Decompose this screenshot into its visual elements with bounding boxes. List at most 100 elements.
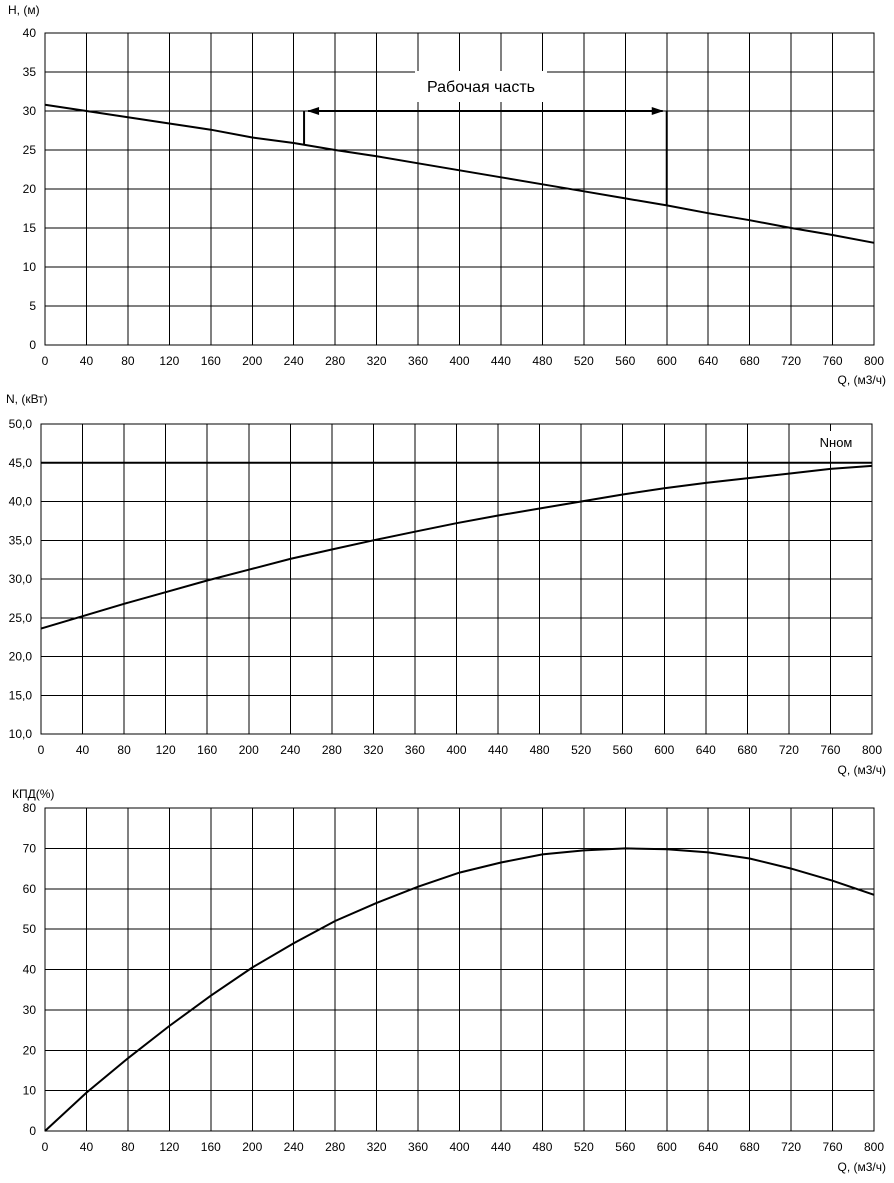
power-plot-frame [40, 423, 873, 735]
head-x-tick-label: 160 [201, 354, 221, 368]
head-x-tick-label: 0 [42, 354, 49, 368]
head-curve [44, 103, 875, 244]
head-x-tick-label: 360 [408, 354, 428, 368]
power-x-tick-label: 400 [446, 743, 466, 757]
head-x-tick-label: 600 [657, 354, 677, 368]
efficiency-x-tick-label: 40 [80, 1140, 94, 1154]
efficiency-x-tick-label: 720 [781, 1140, 801, 1154]
efficiency-x-tick-label: 280 [325, 1140, 345, 1154]
head-y-tick-label: 5 [29, 299, 36, 313]
efficiency-x-tick-label: 120 [159, 1140, 179, 1154]
head-chart: 0 40 80 120 160 200 240 280 320 360 400 440 480 520 56… [8, 3, 886, 387]
efficiency-y-tick-label: 70 [23, 841, 37, 855]
power-x-tick-label: 480 [530, 743, 550, 757]
efficiency-plot-frame [44, 807, 875, 1132]
head-y-tick-label: 35 [23, 65, 37, 79]
power-x-tick-label: 280 [322, 743, 342, 757]
power-y-tick-label: 15,0 [9, 688, 33, 702]
efficiency-x-tick-label: 440 [491, 1140, 511, 1154]
head-x-tick-label: 640 [698, 354, 718, 368]
head-y-axis-label: H, (м) [8, 3, 40, 17]
head-y-tick-label: 25 [23, 143, 37, 157]
efficiency-y-tick-label: 80 [23, 801, 37, 815]
head-x-tick-label: 120 [159, 354, 179, 368]
efficiency-x-tick-label: 200 [242, 1140, 262, 1154]
efficiency-x-tick-label: 400 [449, 1140, 469, 1154]
head-y-tick-label: 20 [23, 182, 37, 196]
efficiency-x-tick-label: 480 [532, 1140, 552, 1154]
efficiency-x-tick-label: 80 [121, 1140, 135, 1154]
power-x-tick-label: 440 [488, 743, 508, 757]
head-x-tick-label: 720 [781, 354, 801, 368]
power-x-tick-label: 120 [156, 743, 176, 757]
efficiency-x-tick-label: 0 [42, 1140, 49, 1154]
power-x-tick-label: 320 [363, 743, 383, 757]
power-x-tick-label: 800 [862, 743, 882, 757]
head-x-tick-label: 200 [242, 354, 262, 368]
efficiency-chart: 0 40 80 120 160 200 240 280 320 360 400 440 480 520 56… [12, 787, 886, 1174]
power-x-tick-label: 80 [117, 743, 131, 757]
power-x-tick-label: 600 [654, 743, 674, 757]
nominal-power-label-box [808, 431, 864, 451]
power-x-axis-label: Q, (м3/ч) [837, 763, 886, 777]
power-y-tick-label: 50,0 [9, 417, 33, 431]
head-x-tick-label: 800 [864, 354, 884, 368]
working-range-arrowhead-right [651, 107, 664, 115]
head-x-tick-label: 680 [740, 354, 760, 368]
head-y-tick-label: 30 [23, 104, 37, 118]
efficiency-x-tick-label: 240 [284, 1140, 304, 1154]
efficiency-x-tick-label: 640 [698, 1140, 718, 1154]
power-curve [40, 464, 873, 630]
working-range-arrowhead-left [307, 107, 320, 115]
efficiency-x-tick-label: 520 [574, 1140, 594, 1154]
power-chart: 0 40 80 120 160 200 240 280 320 360 400 440 480 520 56… [6, 392, 886, 777]
power-y-tick-label: 40,0 [9, 495, 33, 509]
power-x-tick-label: 0 [38, 743, 45, 757]
head-y-tick-label: 10 [23, 260, 37, 274]
efficiency-x-axis-label: Q, (м3/ч) [837, 1160, 886, 1174]
head-y-tick-label: 0 [29, 338, 36, 352]
power-x-tick-label: 200 [239, 743, 259, 757]
efficiency-x-tick-label: 600 [657, 1140, 677, 1154]
head-x-tick-label: 520 [574, 354, 594, 368]
head-x-tick-label: 760 [823, 354, 843, 368]
power-x-tick-label: 680 [737, 743, 757, 757]
efficiency-y-tick-label: 20 [23, 1043, 37, 1057]
head-x-tick-label: 320 [367, 354, 387, 368]
efficiency-y-tick-label: 40 [23, 963, 37, 977]
power-x-tick-label: 360 [405, 743, 425, 757]
power-x-tick-label: 640 [696, 743, 716, 757]
power-x-tick-label: 560 [613, 743, 633, 757]
power-y-tick-label: 30,0 [9, 572, 33, 586]
power-y-tick-label: 20,0 [9, 650, 33, 664]
power-x-tick-label: 760 [820, 743, 840, 757]
power-y-tick-label: 45,0 [9, 456, 33, 470]
efficiency-x-tick-label: 760 [823, 1140, 843, 1154]
efficiency-y-axis-label: КПД(%) [12, 787, 54, 801]
power-x-tick-label: 240 [280, 743, 300, 757]
efficiency-y-tick-label: 10 [23, 1084, 37, 1098]
power-y-axis-label: N, (кВт) [6, 392, 48, 406]
efficiency-x-tick-label: 160 [201, 1140, 221, 1154]
head-y-tick-label: 40 [23, 26, 37, 40]
efficiency-x-tick-label: 800 [864, 1140, 884, 1154]
power-x-tick-label: 520 [571, 743, 591, 757]
efficiency-x-tick-label: 320 [367, 1140, 387, 1154]
head-plot-frame [44, 32, 875, 346]
power-y-tick-label: 10,0 [9, 727, 33, 741]
head-x-tick-label: 40 [80, 354, 94, 368]
head-x-tick-label: 80 [121, 354, 135, 368]
working-range-label-box [415, 71, 547, 102]
power-x-tick-label: 160 [197, 743, 217, 757]
efficiency-x-tick-label: 560 [615, 1140, 635, 1154]
power-y-tick-label: 25,0 [9, 611, 33, 625]
efficiency-y-tick-label: 0 [29, 1124, 36, 1138]
head-x-tick-label: 440 [491, 354, 511, 368]
power-y-tick-label: 35,0 [9, 533, 33, 547]
working-range-label: Рабочая часть [427, 79, 535, 96]
efficiency-curve [44, 847, 875, 1132]
nominal-power-label: Nном [820, 435, 853, 450]
head-x-tick-label: 240 [284, 354, 304, 368]
power-x-tick-label: 720 [779, 743, 799, 757]
